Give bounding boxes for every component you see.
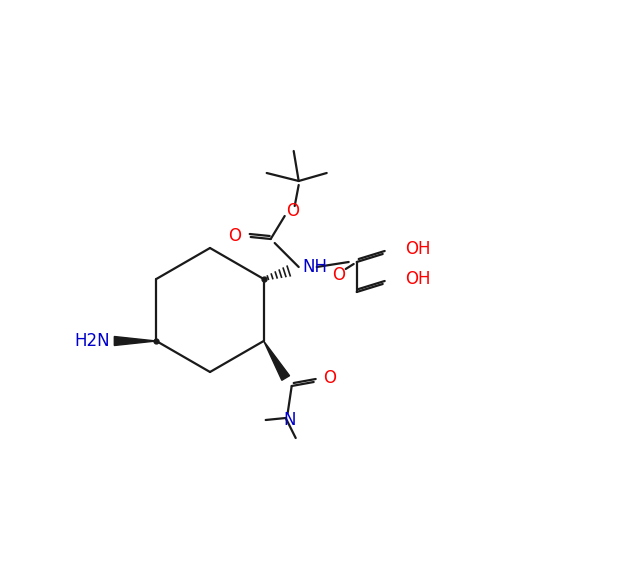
Text: O: O xyxy=(228,227,241,245)
Text: OH: OH xyxy=(405,270,430,288)
Text: NH: NH xyxy=(302,258,328,276)
Text: O: O xyxy=(323,369,336,387)
Text: OH: OH xyxy=(405,240,430,258)
Polygon shape xyxy=(114,336,156,346)
Text: N: N xyxy=(283,411,296,429)
Text: H2N: H2N xyxy=(75,332,110,350)
Text: O: O xyxy=(286,202,299,220)
Text: O: O xyxy=(332,266,345,284)
Polygon shape xyxy=(264,341,289,380)
